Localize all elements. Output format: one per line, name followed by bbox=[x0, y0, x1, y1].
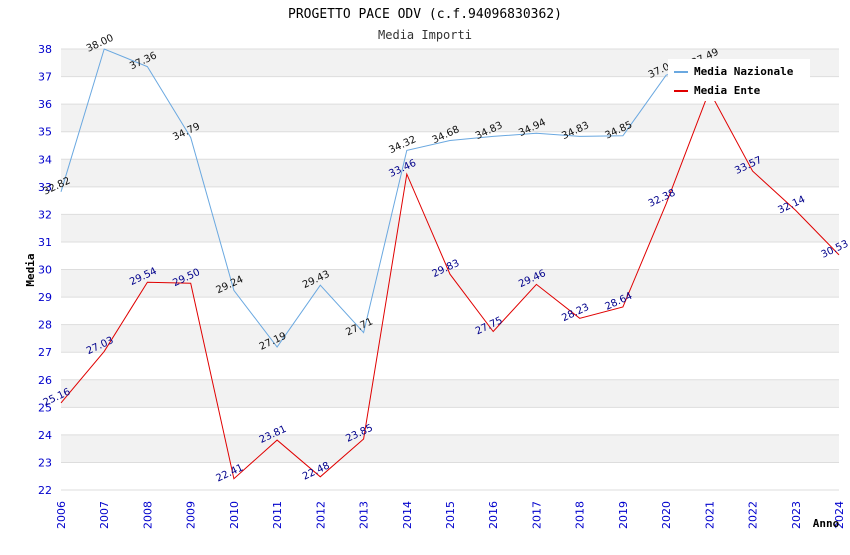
x-tick-2023: 2023 bbox=[790, 501, 803, 529]
x-tick-2021: 2021 bbox=[703, 501, 716, 529]
plot-band-27 bbox=[61, 324, 839, 353]
x-tick-2007: 2007 bbox=[98, 501, 111, 529]
plot-band-22 bbox=[61, 462, 839, 490]
plot-band-24 bbox=[61, 407, 839, 435]
y-axis-ticks: 22 23 24 25 26 27 28 29 30 31 32 33 34 35 36 37 38 bbox=[38, 43, 52, 497]
x-tick-2020: 2020 bbox=[660, 501, 673, 529]
plot-band-31 bbox=[61, 214, 839, 242]
y-tick-33: 33 bbox=[38, 181, 52, 194]
chart-title: PROGETTO PACE ODV (c.f.94096830362) bbox=[288, 7, 562, 22]
chart-subtitle: Media Importi bbox=[378, 28, 472, 42]
x-tick-2006: 2006 bbox=[55, 501, 68, 529]
plot-band-25 bbox=[61, 379, 839, 408]
y-tick-37: 37 bbox=[38, 71, 52, 84]
plot-band-23 bbox=[61, 434, 839, 463]
plot-band-35 bbox=[61, 104, 839, 132]
plot-background-bands bbox=[61, 49, 839, 490]
plot-band-32 bbox=[61, 186, 839, 215]
y-tick-30: 30 bbox=[38, 264, 52, 277]
plot-band-26 bbox=[61, 352, 839, 380]
legend-label-media-ente: Media Ente bbox=[694, 84, 761, 97]
x-tick-2010: 2010 bbox=[228, 501, 241, 529]
x-tick-2014: 2014 bbox=[401, 501, 414, 529]
y-tick-28: 28 bbox=[38, 319, 52, 332]
y-tick-35: 35 bbox=[38, 126, 52, 139]
x-tick-2015: 2015 bbox=[444, 501, 457, 529]
x-tick-2019: 2019 bbox=[617, 501, 630, 529]
y-tick-31: 31 bbox=[38, 236, 52, 249]
x-tick-2012: 2012 bbox=[314, 501, 327, 529]
x-axis-ticks: 2006 2007 2008 2009 2010 2011 2012 2013 2014 2015… bbox=[55, 501, 846, 529]
legend-label-media-nazionale: Media Nazionale bbox=[694, 65, 794, 78]
y-tick-27: 27 bbox=[38, 346, 52, 359]
y-tick-22: 22 bbox=[38, 484, 52, 497]
y-tick-36: 36 bbox=[38, 98, 52, 111]
plot-band-34 bbox=[61, 131, 839, 160]
x-tick-2024: 2024 bbox=[833, 501, 846, 529]
series-line-media-nazionale bbox=[60, 48, 710, 348]
gridlines bbox=[61, 48, 839, 491]
legend-box bbox=[668, 59, 810, 101]
x-tick-2011: 2011 bbox=[271, 501, 284, 529]
plot-band-33 bbox=[61, 159, 839, 187]
x-tick-2008: 2008 bbox=[141, 501, 154, 529]
x-tick-2018: 2018 bbox=[574, 501, 587, 529]
x-axis-label: Anno bbox=[813, 517, 840, 530]
plot-band-28 bbox=[61, 297, 839, 325]
y-tick-29: 29 bbox=[38, 291, 52, 304]
x-tick-2017: 2017 bbox=[530, 501, 543, 529]
legend: Media Nazionale Media Ente bbox=[668, 59, 810, 101]
y-tick-25: 25 bbox=[38, 401, 52, 414]
y-tick-23: 23 bbox=[38, 456, 52, 469]
x-tick-2022: 2022 bbox=[747, 501, 760, 529]
y-tick-34: 34 bbox=[38, 153, 52, 166]
x-tick-2013: 2013 bbox=[358, 501, 371, 529]
y-tick-32: 32 bbox=[38, 208, 52, 221]
x-tick-2009: 2009 bbox=[185, 501, 198, 529]
y-tick-26: 26 bbox=[38, 374, 52, 387]
y-axis-label: Media bbox=[24, 253, 37, 286]
y-tick-38: 38 bbox=[38, 43, 52, 56]
plot-band-30 bbox=[61, 241, 839, 270]
y-tick-24: 24 bbox=[38, 429, 52, 442]
x-tick-2016: 2016 bbox=[487, 501, 500, 529]
